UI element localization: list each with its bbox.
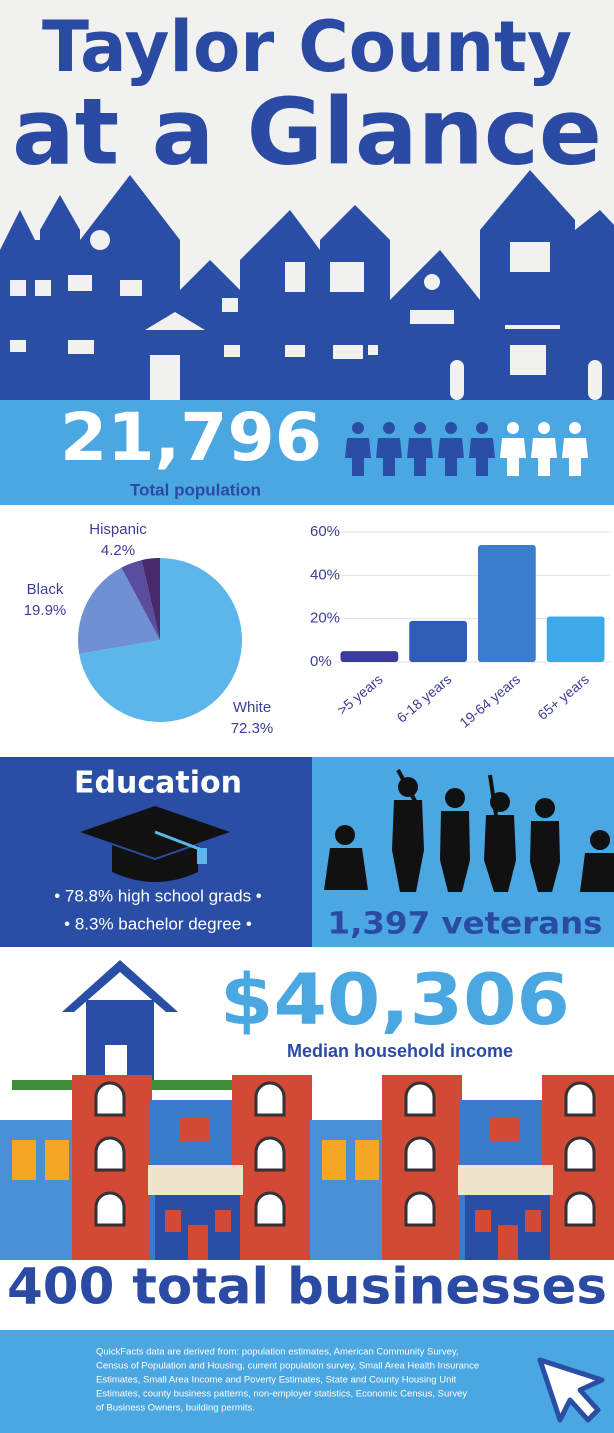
arched-window: [404, 1081, 436, 1117]
businesses-label: 400 total businesses: [7, 1258, 607, 1316]
person-body: [376, 438, 402, 476]
building-part: [498, 1225, 518, 1260]
building-part: [355, 1140, 379, 1180]
building-part: [322, 1140, 346, 1180]
education-title: Education: [74, 766, 242, 801]
grad-cap: [80, 806, 230, 882]
education-bullet: • 8.3% bachelor degree •: [64, 914, 252, 933]
arched-window: [564, 1081, 596, 1117]
x-tick-label: 65+ years: [534, 671, 592, 723]
arched-window: [564, 1191, 596, 1227]
footer-line: Census of Population and Housing, curren…: [96, 1361, 479, 1372]
person-head: [352, 422, 364, 434]
bar: [478, 545, 536, 662]
education-bullet: • 78.8% high school grads •: [54, 886, 262, 905]
soldiers: [324, 769, 614, 892]
footer-bg: [0, 1330, 614, 1433]
person-body: [438, 438, 464, 476]
building-part: [490, 1118, 520, 1142]
footer-text: QuickFacts data are derived from: popula…: [96, 1347, 479, 1414]
person-body: [407, 438, 433, 476]
arched-window: [404, 1191, 436, 1227]
arched-window: [94, 1136, 126, 1172]
cursor-icon: [537, 1357, 605, 1423]
house-icon: [12, 960, 232, 1090]
y-tick-label: 0%: [310, 653, 332, 670]
arched-window: [94, 1081, 126, 1117]
building-part: [180, 1118, 210, 1142]
person-head: [538, 422, 550, 434]
building-part: [475, 1210, 491, 1232]
person-body: [469, 438, 495, 476]
building-part: [45, 1140, 69, 1180]
arched-window: [254, 1191, 286, 1227]
person-body: [500, 438, 526, 476]
title-line2: at a Glance: [12, 78, 602, 185]
building-part: [12, 1140, 36, 1180]
person-head: [414, 422, 426, 434]
arched-window: [254, 1136, 286, 1172]
pie-slice: [141, 558, 160, 640]
pie-value-label: 4.2%: [101, 542, 135, 559]
footer-line: of Business Owners, building permits.: [96, 1403, 255, 1414]
buildings-illustration: [0, 1075, 614, 1260]
arched-window: [94, 1191, 126, 1227]
footer-line: QuickFacts data are derived from: popula…: [96, 1347, 459, 1358]
pie-slice: [79, 558, 242, 722]
person-head: [569, 422, 581, 434]
title-line1: Taylor County: [42, 6, 572, 88]
house-windows: [10, 230, 602, 400]
arched-window: [404, 1136, 436, 1172]
population-label: Total population: [130, 480, 261, 499]
person-head: [445, 422, 457, 434]
pie-chart: White 72.3% Black 19.9% Hispanic 4.2%: [24, 521, 274, 737]
footer-line: Estimates, county business patterns, non…: [96, 1389, 467, 1400]
bar: [340, 651, 399, 662]
pie-value-label: 72.3%: [231, 720, 274, 737]
person-head: [476, 422, 488, 434]
person-body: [345, 438, 371, 476]
population-value: 21,796: [60, 399, 322, 476]
pie-slice: [121, 560, 160, 640]
x-tick-label: >5 years: [334, 671, 386, 718]
footer-line: Estimates, Small Area Income and Poverty…: [96, 1375, 456, 1386]
building-part: [148, 1165, 243, 1195]
pie-label: White: [233, 699, 271, 716]
pie-value-label: 19.9%: [24, 602, 67, 619]
building-part: [165, 1210, 181, 1232]
arched-window: [254, 1081, 286, 1117]
y-tick-label: 60%: [310, 523, 340, 540]
people-icons: [345, 422, 588, 476]
building-part: [458, 1165, 553, 1195]
person-body: [531, 438, 557, 476]
x-tick-label: 6-18 years: [393, 671, 454, 726]
bar: [409, 620, 467, 662]
person-body: [562, 438, 588, 476]
veterans-label: 1,397 veterans: [328, 907, 603, 942]
building-part: [525, 1210, 541, 1232]
bar: [546, 616, 605, 662]
arched-window: [564, 1136, 596, 1172]
pie-slice: [78, 567, 160, 654]
bar-chart: 0% 20% 40% 60% >5 years 6-18 years 19-64 years…: [310, 523, 610, 731]
y-tick-label: 40%: [310, 566, 340, 583]
y-tick-label: 20%: [310, 610, 340, 627]
x-tick-label: 19-64 years: [456, 671, 523, 731]
income-value: $40,306: [220, 959, 570, 1041]
income-label: Median household income: [287, 1041, 513, 1061]
person-head: [507, 422, 519, 434]
houses-skyline: [0, 170, 614, 400]
pie-label: Black: [27, 581, 64, 598]
building-part: [188, 1225, 208, 1260]
building-part: [215, 1210, 231, 1232]
pie-label: Hispanic: [89, 521, 147, 538]
person-head: [383, 422, 395, 434]
